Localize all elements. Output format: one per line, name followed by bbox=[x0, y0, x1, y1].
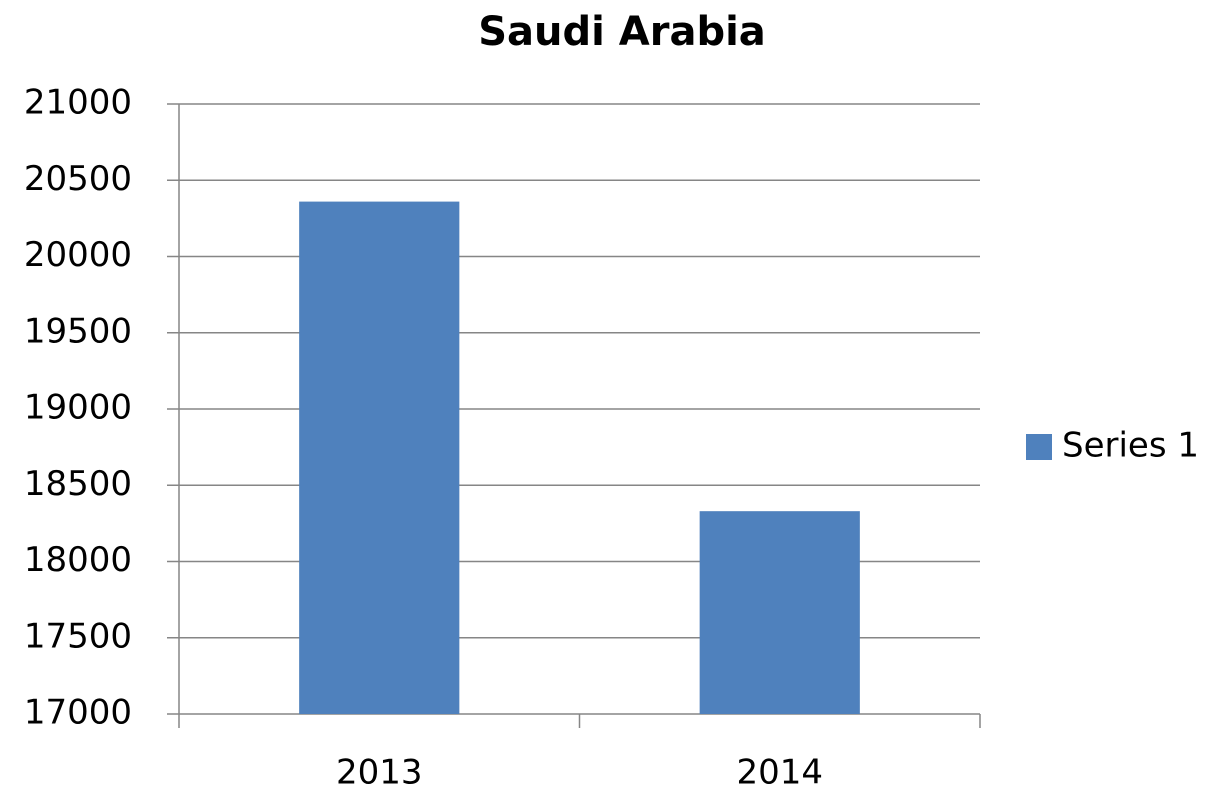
bar bbox=[299, 201, 460, 715]
y-tick-label: 18000 bbox=[24, 540, 132, 580]
y-tick-label: 19500 bbox=[24, 311, 132, 351]
y-tick-label: 17500 bbox=[24, 616, 132, 656]
x-tick-label: 2014 bbox=[736, 753, 823, 793]
y-tick-label: 17000 bbox=[24, 693, 132, 733]
y-tick-label: 18500 bbox=[24, 464, 132, 504]
chart-title: Saudi Arabia bbox=[478, 9, 766, 55]
y-tick-label: 20500 bbox=[24, 159, 132, 199]
y-tick-label: 21000 bbox=[24, 83, 132, 123]
y-tick-label: 20000 bbox=[24, 235, 132, 275]
legend-label: Series 1 bbox=[1062, 426, 1199, 466]
bar bbox=[699, 511, 860, 714]
legend-swatch bbox=[1026, 434, 1052, 460]
x-tick-label: 2013 bbox=[336, 753, 423, 793]
y-tick-label: 19000 bbox=[24, 388, 132, 428]
